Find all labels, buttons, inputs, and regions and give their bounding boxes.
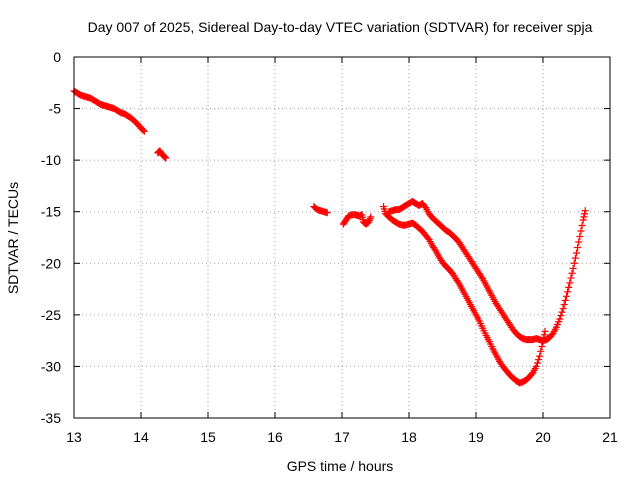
chart-title: Day 007 of 2025, Sidereal Day-to-day VTE… bbox=[88, 19, 593, 35]
data-point bbox=[571, 254, 579, 262]
data-point bbox=[562, 292, 570, 300]
data-point bbox=[573, 249, 580, 257]
data-point bbox=[579, 216, 587, 224]
data-point bbox=[160, 153, 168, 161]
data-point bbox=[365, 218, 373, 226]
y-tick-label: -20 bbox=[41, 255, 61, 271]
plot-frame bbox=[73, 56, 611, 419]
y-tick-label: -35 bbox=[41, 410, 61, 426]
x-tick-label: 19 bbox=[468, 429, 484, 445]
data-point bbox=[541, 327, 549, 335]
data-point bbox=[557, 312, 565, 320]
data-point bbox=[580, 213, 588, 221]
data-point bbox=[140, 127, 148, 135]
data-point bbox=[533, 359, 541, 367]
x-tick-label: 17 bbox=[334, 429, 350, 445]
data-point bbox=[323, 209, 331, 217]
x-tick-label: 21 bbox=[602, 429, 618, 445]
data-point bbox=[577, 227, 585, 235]
data-point bbox=[567, 274, 575, 282]
data-point bbox=[454, 278, 462, 286]
grid-lines bbox=[74, 57, 610, 418]
data-point bbox=[532, 362, 540, 370]
data-point bbox=[570, 259, 578, 267]
y-tick-label: -10 bbox=[41, 152, 61, 168]
y-tick-label: 0 bbox=[53, 49, 61, 65]
data-point bbox=[578, 221, 586, 229]
data-point bbox=[478, 273, 486, 281]
data-point bbox=[565, 283, 573, 291]
data-point bbox=[558, 308, 566, 316]
data-point bbox=[574, 243, 582, 251]
data-point bbox=[568, 269, 576, 277]
tick-labels: 13 14 15 16 17 18 19 20 21 0 -5 -10 -15 -20 -25 -30 -35 bbox=[41, 49, 618, 445]
y-tick-label: -5 bbox=[49, 101, 62, 117]
data-point bbox=[536, 352, 544, 360]
data-point bbox=[575, 238, 583, 246]
data-point bbox=[561, 296, 569, 304]
data-point bbox=[556, 315, 564, 323]
x-tick-label: 14 bbox=[133, 429, 149, 445]
data-point bbox=[139, 126, 147, 134]
x-tick-label: 20 bbox=[535, 429, 551, 445]
y-tick-label: -30 bbox=[41, 358, 61, 374]
y-axis-label: SDTVAR / TECUs bbox=[5, 182, 21, 294]
x-tick-label: 13 bbox=[66, 429, 82, 445]
x-axis-label: GPS time / hours bbox=[287, 458, 394, 474]
x-tick-label: 15 bbox=[200, 429, 216, 445]
data-points bbox=[70, 87, 589, 387]
y-tick-label: -15 bbox=[41, 204, 61, 220]
y-tick-label: -25 bbox=[41, 307, 61, 323]
data-point bbox=[537, 347, 545, 355]
data-point bbox=[365, 216, 373, 224]
data-point bbox=[431, 245, 439, 253]
axis-ticks bbox=[73, 56, 611, 419]
data-point bbox=[581, 207, 589, 215]
data-point bbox=[581, 210, 589, 218]
data-point bbox=[560, 301, 568, 309]
data-point bbox=[535, 356, 543, 364]
data-point bbox=[569, 264, 577, 272]
data-point bbox=[538, 342, 546, 350]
data-point bbox=[161, 153, 169, 161]
data-point bbox=[564, 288, 572, 296]
x-tick-label: 18 bbox=[401, 429, 417, 445]
data-point bbox=[367, 213, 375, 221]
data-point bbox=[162, 154, 170, 162]
data-point bbox=[559, 305, 567, 313]
data-point bbox=[576, 232, 584, 240]
data-point bbox=[566, 279, 574, 287]
x-tick-label: 16 bbox=[267, 429, 283, 445]
data-point bbox=[366, 215, 374, 223]
